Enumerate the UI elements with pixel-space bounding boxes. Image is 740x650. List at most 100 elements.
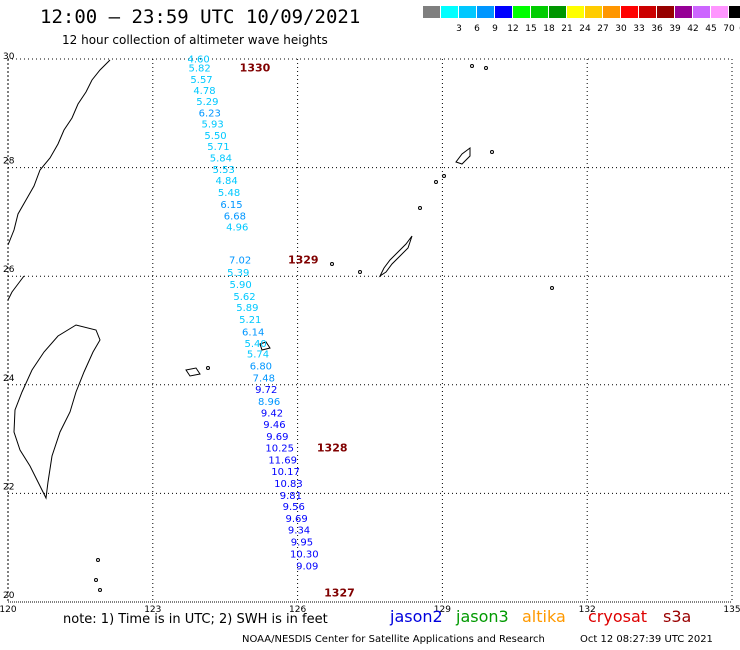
scale-tick-label: 12 <box>507 24 518 34</box>
pass-number-label: 1328 <box>317 442 348 455</box>
lon-tick-label: 123 <box>144 605 161 615</box>
scale-swatch <box>531 6 548 18</box>
lat-tick-label: 26 <box>3 265 15 275</box>
island <box>98 588 102 592</box>
coastline <box>259 341 271 351</box>
wave-height-value: 6.23 <box>199 109 221 120</box>
scale-tick-label: 70 <box>723 24 735 34</box>
wave-height-value: 5.82 <box>188 63 210 74</box>
scale-swatch <box>495 6 512 18</box>
scale-swatch <box>693 6 710 18</box>
wave-height-value: 4.78 <box>193 86 215 97</box>
legend-s3a: s3a <box>663 607 692 626</box>
scale-swatch <box>441 6 458 18</box>
wave-height-value: 5.40 <box>244 339 266 350</box>
island <box>330 262 334 266</box>
scale-swatch <box>675 6 692 18</box>
wave-height-value: 5.53 <box>213 165 235 176</box>
island <box>358 270 362 274</box>
wave-height-value: 5.84 <box>210 154 232 165</box>
island <box>550 286 554 290</box>
lat-tick-label: 28 <box>3 157 15 167</box>
scale-tick-label: 18 <box>543 24 555 34</box>
legend-altika: altika <box>522 607 566 626</box>
scale-tick-label: 33 <box>633 24 644 34</box>
wave-height-value: 9.81 <box>280 491 302 502</box>
wave-height-value: 5.50 <box>204 131 226 142</box>
scale-swatch <box>729 6 740 18</box>
lon-tick-label: 135 <box>723 605 740 615</box>
wave-height-value: 10.30 <box>290 549 319 560</box>
island <box>96 558 100 562</box>
lat-tick-label: 30 <box>3 52 15 62</box>
scale-tick-label: 30 <box>615 24 627 34</box>
wave-height-value: 6.14 <box>242 327 264 338</box>
wave-height-value: 4.60 <box>188 54 210 65</box>
coastline <box>455 147 471 165</box>
wave-height-value: 5.29 <box>196 97 218 108</box>
lon-tick-label: 120 <box>0 605 17 615</box>
scale-swatch <box>567 6 584 18</box>
pass-number-label: 1327 <box>324 587 355 600</box>
scale-swatch <box>477 6 494 18</box>
lat-tick-label: 20 <box>3 591 15 601</box>
scale-swatch <box>639 6 656 18</box>
footer-timestamp: Oct 12 08:27:39 UTC 2021 <box>580 634 713 645</box>
scale-tick-label: 45 <box>705 24 716 34</box>
wave-height-value: 7.02 <box>229 256 251 267</box>
coastline <box>7 275 25 301</box>
scale-tick-label: 3 <box>456 24 462 34</box>
wave-height-value: 10.17 <box>271 467 300 478</box>
coastline <box>7 59 111 246</box>
coastline <box>378 235 413 278</box>
wave-height-value: 10.83 <box>274 479 303 490</box>
wave-height-value: 7.48 <box>253 374 275 385</box>
wave-height-value: 5.39 <box>227 268 249 279</box>
scale-swatch <box>459 6 476 18</box>
scale-tick-label: 42 <box>687 24 698 34</box>
scale-tick-label: 9 <box>492 24 498 34</box>
scale-swatch <box>513 6 530 18</box>
wave-height-value: 5.90 <box>230 280 252 291</box>
legend-cryosat: cryosat <box>588 607 648 626</box>
island <box>484 66 488 70</box>
wave-height-value: 5.71 <box>207 142 229 153</box>
wave-height-value: 9.69 <box>266 432 288 443</box>
wave-height-value: 9.72 <box>255 385 277 396</box>
wave-height-value: 6.68 <box>224 212 246 223</box>
lat-tick-label: 22 <box>3 482 14 492</box>
lon-tick-label: 126 <box>289 605 306 615</box>
wave-height-value: 6.15 <box>220 200 242 211</box>
lon-tick-label: 132 <box>579 605 596 615</box>
legend-jason2: jason2 <box>390 607 443 626</box>
coastline <box>185 367 201 377</box>
pass-number-label: 1330 <box>240 61 271 74</box>
wave-height-value: 8.96 <box>258 397 280 408</box>
wave-height-value: 9.95 <box>291 538 313 549</box>
scale-tick-label: 36 <box>651 24 663 34</box>
island <box>418 206 422 210</box>
scale-swatch <box>711 6 728 18</box>
map-subtitle: 12 hour collection of altimeter wave hei… <box>62 33 328 47</box>
wave-height-value: 11.69 <box>268 456 297 467</box>
scale-tick-label: 27 <box>597 24 608 34</box>
wave-height-value: 9.34 <box>288 526 310 537</box>
wave-height-value: 10.25 <box>265 444 294 455</box>
map-title: 12:00 – 23:59 UTC 10/09/2021 <box>40 6 361 28</box>
wave-height-value: 4.84 <box>216 176 238 187</box>
scale-tick-label: 21 <box>561 24 572 34</box>
wave-height-value: 6.80 <box>250 362 272 373</box>
island <box>206 366 210 370</box>
wave-height-value: 5.48 <box>218 188 240 199</box>
scale-swatch <box>657 6 674 18</box>
wave-height-value: 5.57 <box>190 75 212 86</box>
scale-swatch <box>423 6 440 18</box>
scale-tick-label: 6 <box>474 24 480 34</box>
wave-height-value: 9.09 <box>296 561 318 572</box>
scale-swatch <box>585 6 602 18</box>
scale-tick-label: 39 <box>669 24 681 34</box>
footer-credit: NOAA/NESDIS Center for Satellite Applica… <box>242 634 545 645</box>
island <box>490 150 494 154</box>
